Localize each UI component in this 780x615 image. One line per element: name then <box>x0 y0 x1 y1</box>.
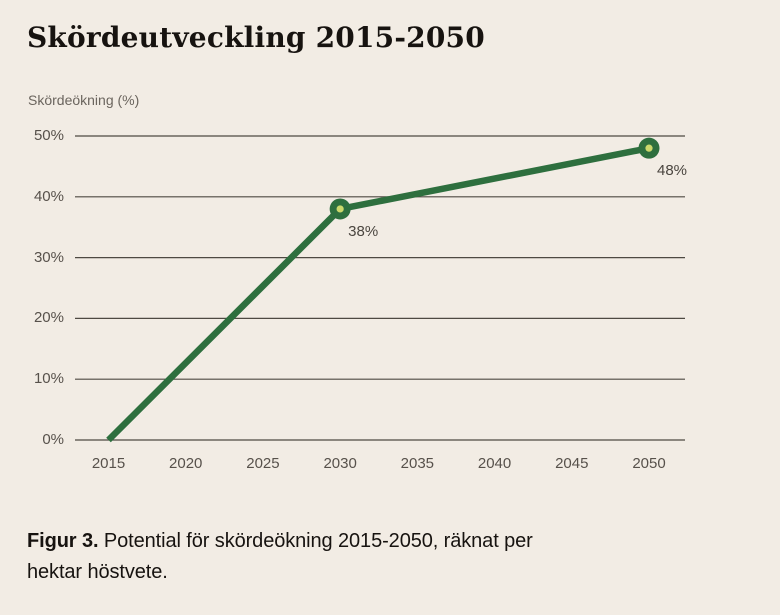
data-point-marker-center-2030 <box>336 205 344 213</box>
y-tick-label: 20% <box>33 309 64 327</box>
x-tick-label: 2040 <box>477 455 512 472</box>
figure-caption-text-line1: Potential för skördeökning 2015-2050, rä… <box>103 530 533 552</box>
figure-caption-text-line2: hektar höstvete. <box>27 561 168 583</box>
trend-line <box>106 144 650 443</box>
y-tick-label: 30% <box>33 248 64 266</box>
x-tick-label: 2025 <box>246 455 280 472</box>
x-tick-label: 2050 <box>632 455 666 472</box>
x-tick-label: 2045 <box>555 455 589 472</box>
y-tick-label: 10% <box>33 370 64 388</box>
data-point-label-2050: 48% <box>657 162 688 180</box>
figure-caption: Figur 3. Potential för skördeökning 2015… <box>27 526 667 588</box>
y-tick-label: 50% <box>33 127 64 144</box>
y-axis-unit-label: Skördeökning (%) <box>28 92 140 108</box>
x-tick-label: 2035 <box>400 455 435 472</box>
x-tick-label: 2030 <box>323 455 357 472</box>
figure-caption-line1: Figur 3. Potential för skördeökning 2015… <box>27 530 533 552</box>
x-tick-label: 2015 <box>91 455 126 472</box>
data-point-label-2030: 38% <box>348 222 379 240</box>
y-tick-label: 0% <box>42 431 64 448</box>
y-tick-label: 40% <box>33 187 64 205</box>
figure-caption-label: Figur 3. <box>27 530 99 552</box>
data-point-marker-center-2050 <box>645 144 653 152</box>
x-tick-label: 2020 <box>169 455 203 472</box>
chart-title: Skördeutveckling 2015-2050 <box>27 21 485 54</box>
